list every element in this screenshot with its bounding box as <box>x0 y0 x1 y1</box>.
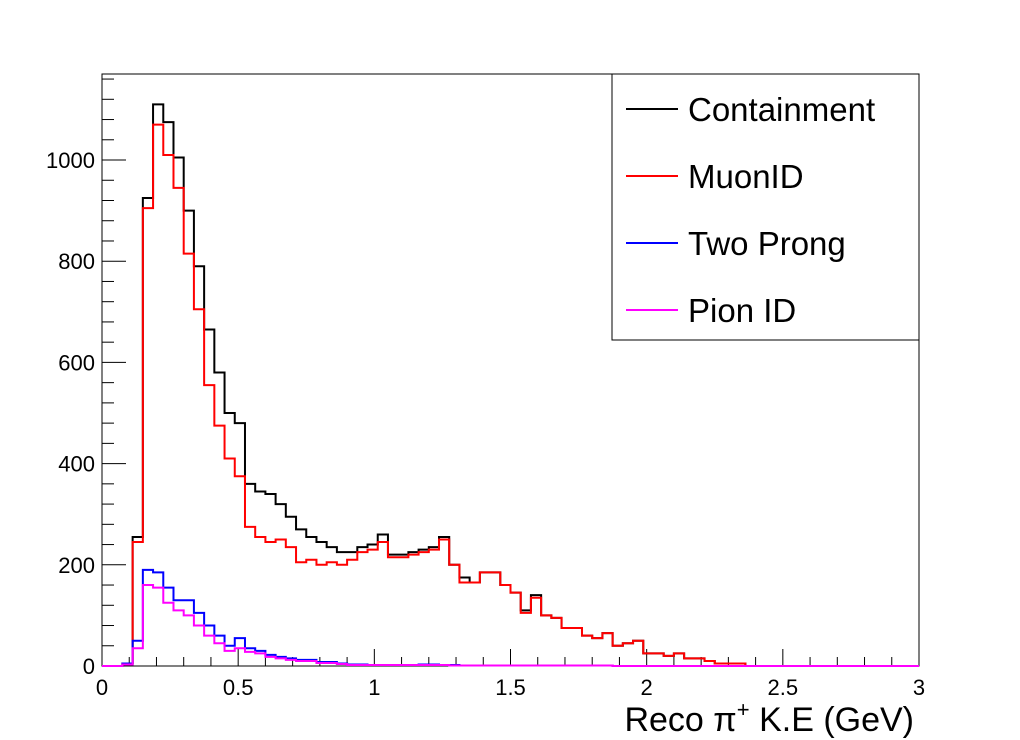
legend-entry-label: Pion ID <box>688 292 796 329</box>
legend-entry-label: Containment <box>688 91 875 128</box>
y-tick-label: 1000 <box>46 148 95 173</box>
x-axis-title-pi: π <box>713 701 736 739</box>
y-tick-label: 800 <box>58 249 95 274</box>
y-tick-label: 0 <box>83 654 95 679</box>
histogram-series <box>102 103 919 667</box>
legend-entry-label: MuonID <box>688 158 804 195</box>
x-tick-label: 2.5 <box>768 675 799 700</box>
x-axis-title-sup: + <box>737 697 750 722</box>
x-tick-label: 0 <box>96 675 108 700</box>
x-tick-label: 3 <box>913 675 925 700</box>
x-tick-label: 2 <box>641 675 653 700</box>
x-tick-label: 1 <box>368 675 380 700</box>
x-axis-title-post: K.E (GeV) <box>750 701 914 739</box>
legend: Containment MuonID Two Prong Pion ID <box>611 73 920 341</box>
x-tick-label: 0.5 <box>223 675 254 700</box>
series-pion-id <box>102 584 919 667</box>
y-tick-label: 200 <box>58 553 95 578</box>
x-axis-title-pre: Reco <box>624 701 713 739</box>
y-tick-label: 600 <box>58 350 95 375</box>
legend-box <box>611 73 920 341</box>
y-tick-label: 400 <box>58 452 95 477</box>
x-axis-title: Reco π+ K.E (GeV) <box>624 697 914 739</box>
legend-entry-label: Two Prong <box>688 225 846 262</box>
axis-ticks <box>101 78 920 667</box>
x-tick-label: 1.5 <box>495 675 526 700</box>
series-muonid <box>102 123 919 667</box>
axis-tick-labels: 0 0.5 1 1.5 2 2.5 3 0 200 400 600 800 1000 <box>46 148 925 700</box>
